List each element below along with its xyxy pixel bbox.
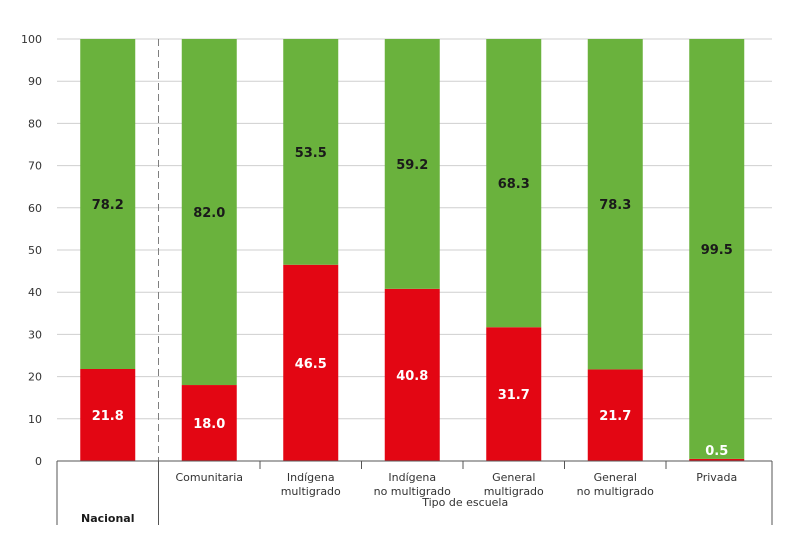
data-label: 0.5	[705, 444, 728, 459]
category-label: Comunitaria	[176, 471, 244, 484]
category-label: Nacional	[81, 512, 135, 525]
category-label: Indígena	[388, 471, 436, 484]
y-tick-label: 20	[28, 371, 42, 384]
category-label: Privada	[696, 471, 737, 484]
category-label: Indígena	[287, 471, 335, 484]
data-label: 59.2	[396, 158, 428, 173]
y-tick-label: 50	[28, 244, 42, 257]
data-label: 46.5	[295, 357, 327, 372]
y-tick-label: 70	[28, 160, 42, 173]
data-label: 99.5	[701, 243, 733, 258]
bar-segment	[283, 39, 339, 265]
bar-segment	[689, 39, 745, 459]
data-label: 68.3	[498, 177, 530, 192]
data-label: 78.3	[599, 198, 631, 213]
x-axis-title: Tipo de escuela	[421, 496, 508, 509]
category-label: General	[492, 471, 535, 484]
bar-segment	[80, 369, 136, 461]
bar-segment	[283, 264, 339, 461]
y-tick-label: 0	[35, 455, 42, 468]
data-label: 82.0	[193, 206, 225, 221]
data-label: 21.8	[92, 409, 124, 424]
y-tick-label: 40	[28, 286, 42, 299]
bar-segment	[384, 39, 440, 289]
bar-segment	[80, 39, 136, 370]
data-label: 31.7	[498, 388, 530, 403]
y-tick-label: 30	[28, 328, 42, 341]
bar-segment	[689, 458, 745, 461]
category-label: no multigrado	[577, 485, 655, 498]
category-label: multigrado	[281, 485, 341, 498]
bar-segment	[587, 39, 643, 370]
data-label: 78.2	[92, 198, 124, 213]
bar-segment	[181, 39, 237, 386]
data-label: 21.7	[599, 409, 631, 424]
bar-segment	[384, 288, 440, 461]
y-tick-label: 60	[28, 202, 42, 215]
y-tick-label: 100	[21, 33, 42, 46]
y-tick-label: 80	[28, 117, 42, 130]
y-tick-label: 90	[28, 75, 42, 88]
bar-segment	[181, 385, 237, 461]
category-label: no multigrado	[374, 485, 452, 498]
bar-segment	[587, 369, 643, 461]
data-label: 53.5	[295, 146, 327, 161]
data-label: 18.0	[193, 417, 225, 432]
category-label: multigrado	[484, 485, 544, 498]
bar-segment	[486, 39, 542, 328]
bar-segment	[486, 327, 542, 461]
data-label: 40.8	[396, 369, 428, 384]
category-label: General	[594, 471, 637, 484]
y-tick-label: 10	[28, 413, 42, 426]
